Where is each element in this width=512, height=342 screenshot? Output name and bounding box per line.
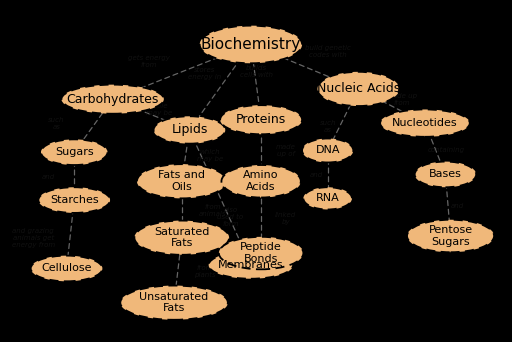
Ellipse shape <box>41 140 108 165</box>
Text: Biochemistry: Biochemistry <box>201 37 301 52</box>
Text: Cellulose: Cellulose <box>41 263 92 274</box>
Text: also
used to
form: also used to form <box>217 207 244 227</box>
Ellipse shape <box>380 109 470 137</box>
Text: such
as: such as <box>319 120 336 133</box>
Text: DNA: DNA <box>315 145 340 156</box>
Text: and grazing
animals get
energy from: and grazing animals get energy from <box>12 228 55 248</box>
Text: while
may be: while may be <box>145 103 172 116</box>
Text: build genetic
codes with: build genetic codes with <box>305 45 351 58</box>
Ellipse shape <box>209 251 293 279</box>
Ellipse shape <box>137 164 226 198</box>
Text: Nucleotides: Nucleotides <box>392 118 458 128</box>
Text: and: and <box>451 203 464 209</box>
Text: from
animals: from animals <box>199 204 226 217</box>
Text: Pentose
Sugars: Pentose Sugars <box>429 225 473 247</box>
Ellipse shape <box>317 72 399 106</box>
Ellipse shape <box>219 237 303 269</box>
Ellipse shape <box>120 286 228 320</box>
Text: Starches: Starches <box>50 195 98 205</box>
Text: Saturated
Fats: Saturated Fats <box>154 227 209 249</box>
Text: Nucleic Acids: Nucleic Acids <box>317 82 400 95</box>
Text: Bases: Bases <box>429 169 462 180</box>
Text: made
up of: made up of <box>276 144 295 157</box>
Text: and: and <box>42 174 55 180</box>
Text: linked
by: linked by <box>275 212 296 225</box>
Text: Unsaturated
Fats: Unsaturated Fats <box>139 292 209 314</box>
Text: RNA: RNA <box>316 193 339 203</box>
Ellipse shape <box>134 221 229 255</box>
Text: Amino
Acids: Amino Acids <box>243 170 279 192</box>
Text: and: and <box>310 172 323 178</box>
Ellipse shape <box>302 139 353 162</box>
Ellipse shape <box>221 165 301 198</box>
Ellipse shape <box>303 187 352 209</box>
Text: containing: containing <box>428 146 465 153</box>
Text: such
as: such as <box>48 117 65 130</box>
Ellipse shape <box>31 256 102 281</box>
Ellipse shape <box>220 105 302 134</box>
Text: Fats and
Oils: Fats and Oils <box>158 170 205 192</box>
Text: Sugars: Sugars <box>55 147 94 157</box>
Ellipse shape <box>407 220 494 252</box>
Ellipse shape <box>38 187 110 213</box>
Text: from
plants: from plants <box>194 265 216 278</box>
Text: Membranes: Membranes <box>218 260 284 270</box>
Ellipse shape <box>415 162 476 187</box>
Ellipse shape <box>154 116 225 144</box>
Ellipse shape <box>61 84 164 114</box>
Text: Carbohydrates: Carbohydrates <box>67 93 159 106</box>
Text: made up
from: made up from <box>387 93 417 106</box>
Text: which
may be: which may be <box>197 149 223 162</box>
Text: gets energy
from: gets energy from <box>127 55 169 68</box>
Ellipse shape <box>200 26 302 63</box>
Text: Proteins: Proteins <box>236 113 286 126</box>
Text: stores
energy in: stores energy in <box>188 67 221 80</box>
Text: Lipids: Lipids <box>171 123 208 136</box>
Text: builds
cells with: builds cells with <box>240 65 272 78</box>
Text: Peptide
Bonds: Peptide Bonds <box>240 242 282 264</box>
